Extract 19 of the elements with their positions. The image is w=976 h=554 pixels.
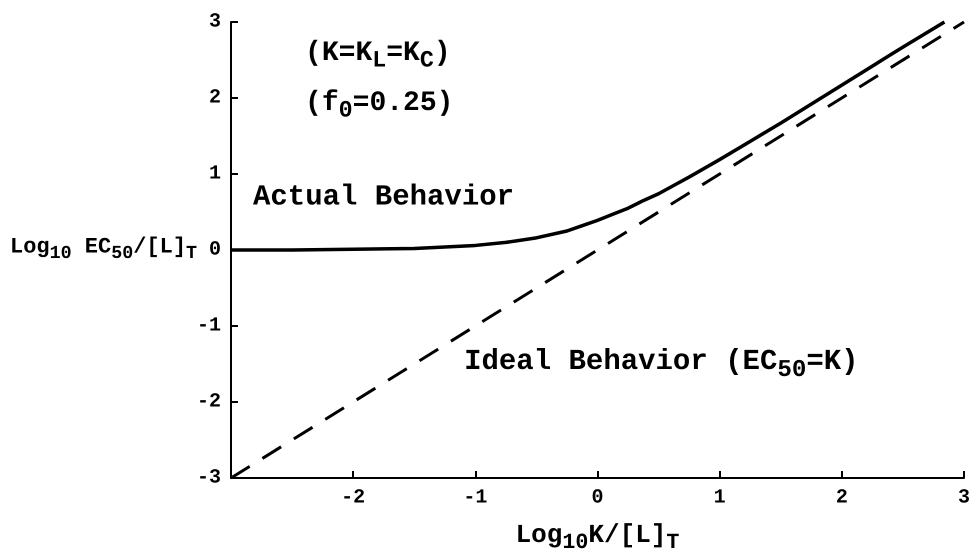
annotation: (K=K$_{L}$=K$_{C}$) xyxy=(305,38,451,75)
annotation: Actual Behavior xyxy=(252,180,514,214)
y-tick-label: 3 xyxy=(208,10,221,34)
annotation: (f$_{0}$=0.25) xyxy=(305,88,454,124)
x-tick-label: 1 xyxy=(714,486,726,510)
y-tick-label: -2 xyxy=(196,390,221,414)
x-tick-label: 3 xyxy=(958,486,970,510)
y-tick-label: 2 xyxy=(208,86,221,110)
y-tick-label: -1 xyxy=(196,314,221,338)
x-tick-label: 2 xyxy=(836,486,848,510)
x-tick-label: -2 xyxy=(341,486,366,510)
y-tick-label: 0 xyxy=(208,238,221,262)
y-tick-label: -3 xyxy=(196,466,221,490)
x-tick-label: 0 xyxy=(591,486,604,510)
x-tick-label: -1 xyxy=(463,486,488,510)
x-axis-title: Log$_{10}$K/[L]$_{T}$ xyxy=(514,520,680,554)
y-axis-title: Log$_{10}$ EC$_{50}$/[L]$_{T}$ xyxy=(10,234,198,264)
annotation: Ideal Behavior (EC$_{50}$=K) xyxy=(464,344,859,384)
y-tick-label: 1 xyxy=(208,162,221,186)
